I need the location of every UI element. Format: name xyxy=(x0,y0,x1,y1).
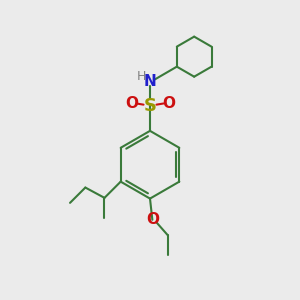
Text: N: N xyxy=(144,74,156,89)
Text: O: O xyxy=(162,96,175,111)
Text: O: O xyxy=(146,212,159,227)
Text: S: S xyxy=(143,97,157,115)
Text: O: O xyxy=(125,96,138,111)
Text: H: H xyxy=(136,70,146,83)
